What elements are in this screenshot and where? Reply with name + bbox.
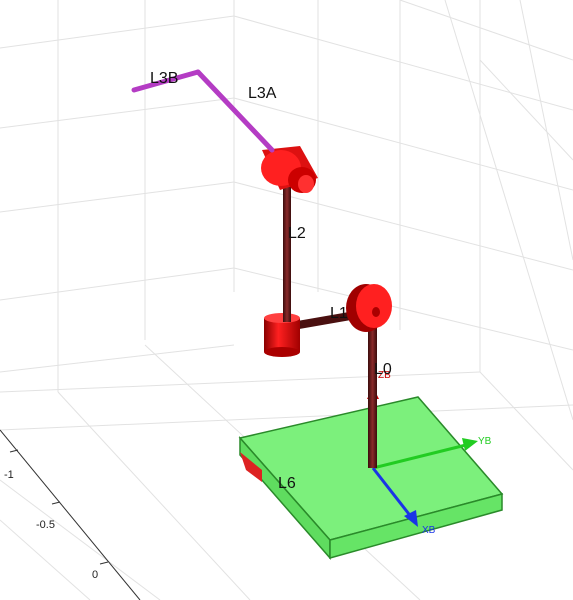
label-l3b: L3B <box>150 70 178 87</box>
zb-label: ZB <box>378 370 391 381</box>
joint-2 <box>264 313 300 357</box>
label-l6: L6 <box>278 475 296 492</box>
label-l0: L0 <box>374 361 392 378</box>
yb-label: YB <box>478 436 492 447</box>
xb-label: XB <box>422 525 436 536</box>
link-l3a <box>195 69 275 153</box>
label-l1: L1 <box>330 305 348 322</box>
tick-label: -0.5 <box>36 519 55 531</box>
link-l3b <box>131 69 201 93</box>
joint-1 <box>346 284 392 332</box>
floor-axis <box>0 429 141 600</box>
label-l3a: L3A <box>248 85 277 102</box>
tick-label: 0 <box>92 569 98 581</box>
label-l2: L2 <box>288 225 306 242</box>
joint-3 <box>261 146 318 193</box>
link-l2 <box>283 186 291 322</box>
tick-label: -1 <box>4 469 14 481</box>
base-plate <box>238 396 504 560</box>
link-l0 <box>368 318 377 468</box>
